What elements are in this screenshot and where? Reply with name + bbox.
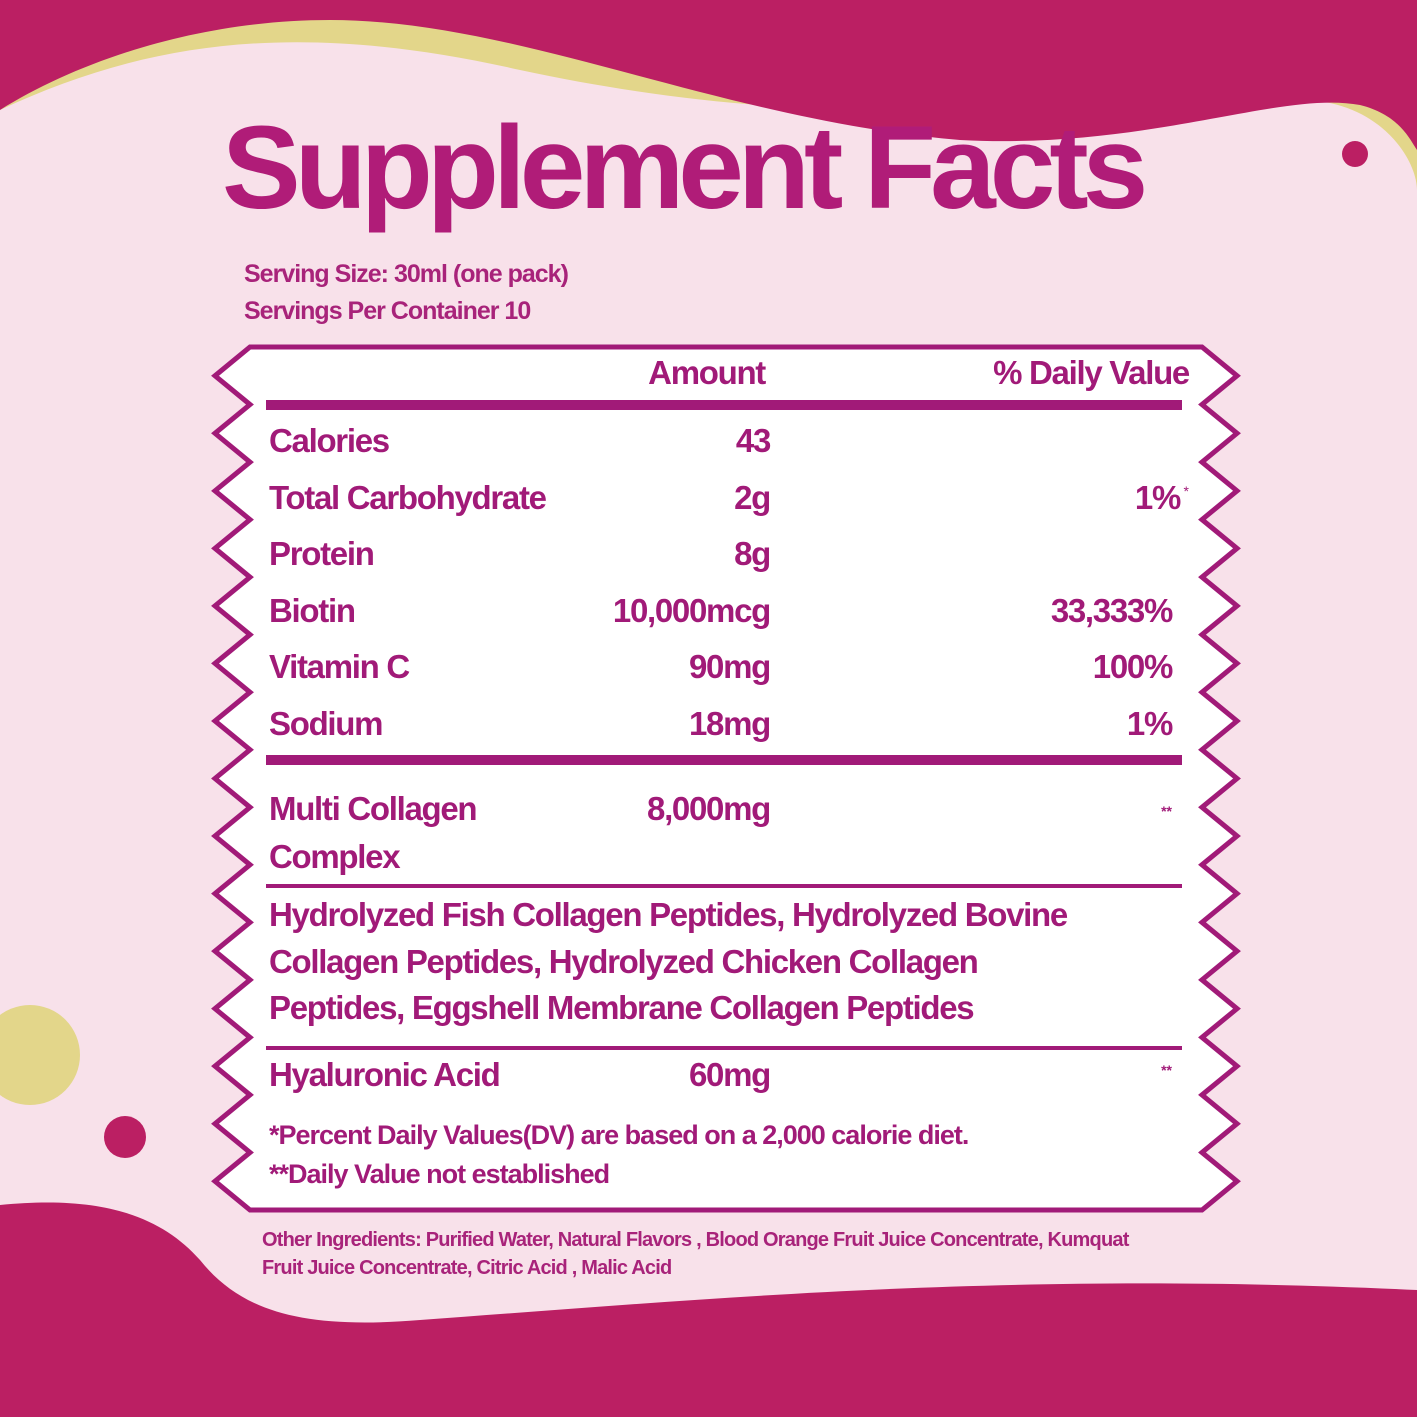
magenta-wave-bottom: [0, 1202, 1417, 1417]
dot-magenta-left: [104, 1116, 146, 1158]
collagen-sources-line: Collagen Peptides, Hydrolyzed Chicken Co…: [269, 943, 979, 980]
page-title: Supplement Facts: [222, 102, 1148, 234]
hyaluronic-dv: **: [1161, 1062, 1172, 1078]
footnote-not-established: **Daily Value not established: [269, 1159, 610, 1189]
servings-per-container: Servings Per Container 10: [244, 297, 531, 325]
other-ingredients-line2: Fruit Juice Concentrate, Citric Acid , M…: [262, 1257, 672, 1279]
nutrient-amount: 8g: [734, 535, 771, 572]
nutrient-amount: 90mg: [688, 648, 771, 685]
nutrient-dv: 33,333%: [1050, 591, 1173, 629]
header-daily-value: % Daily Value: [993, 354, 1190, 391]
collagen-sources-line: Peptides, Eggshell Membrane Collagen Pep…: [269, 989, 975, 1026]
magenta-wave-top: [0, 0, 1417, 150]
header-amount: Amount: [648, 354, 766, 391]
other-ingredients: Other Ingredients: Purified Water, Natur…: [262, 1229, 1129, 1251]
nutrient-dv: 1%: [1126, 704, 1173, 742]
nutrient-amount: 2g: [734, 478, 771, 516]
divider: [266, 1046, 1182, 1050]
dv-footnote-mark: *: [1183, 482, 1189, 499]
collagen-sources-line: Hydrolyzed Fish Collagen Peptides, Hydro…: [269, 896, 1068, 933]
hyaluronic-amount: 60mg: [688, 1056, 771, 1093]
nutrient-amount: 18mg: [688, 704, 771, 742]
nutrient-label: Vitamin C: [269, 648, 410, 685]
collagen-label-line2: Complex: [269, 838, 401, 875]
serving-size: Serving Size: 30ml (one pack): [244, 260, 569, 288]
facts-panel-border: [211, 344, 1241, 1213]
collagen-amount: 8,000mg: [647, 790, 771, 827]
nutrient-label: Protein: [269, 535, 375, 572]
dot-top-right: [1342, 141, 1368, 167]
hyaluronic-label: Hyaluronic Acid: [269, 1056, 501, 1093]
nutrient-amount: 43: [735, 422, 771, 459]
collagen-dv: **: [1161, 803, 1172, 819]
nutrient-label: Biotin: [269, 591, 356, 629]
nutrient-dv: 100%: [1092, 648, 1174, 685]
nutrient-label: Sodium: [269, 704, 384, 742]
thick-divider: [266, 755, 1182, 765]
dot-yellow-left: [0, 1005, 80, 1105]
divider: [266, 884, 1182, 888]
nutrient-amount: 10,000mcg: [612, 591, 771, 629]
nutrient-label: Total Carbohydrate: [269, 478, 547, 516]
nutrient-label: Calories: [269, 422, 390, 459]
collagen-label: Multi Collagen: [269, 790, 478, 827]
thick-divider: [266, 400, 1182, 410]
nutrient-dv: 1%: [1134, 478, 1181, 516]
footnote-dv: *Percent Daily Values(DV) are based on a…: [269, 1120, 969, 1150]
